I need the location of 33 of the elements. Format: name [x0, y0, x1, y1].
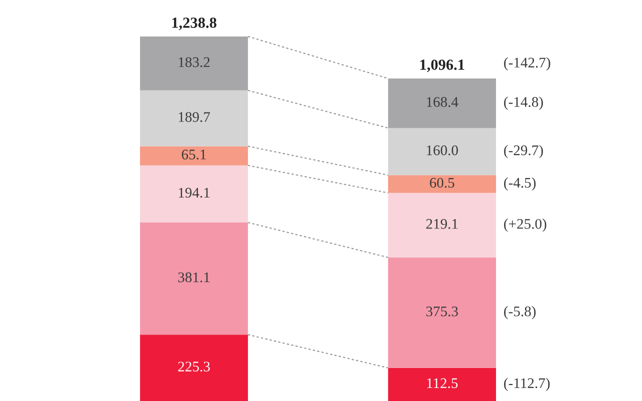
bar — [140, 334, 248, 401]
data-label: 60.5 — [430, 178, 454, 188]
annotation: (-112.7) — [504, 378, 550, 392]
bar — [140, 90, 248, 146]
annotation: (-4.5) — [504, 177, 536, 191]
data-label: 381.1 — [178, 272, 210, 282]
data-label: 160.0 — [426, 145, 458, 156]
data-label: 194.1 — [178, 188, 210, 198]
total-label: 1,238.8 — [172, 18, 216, 30]
annotation: (-14.8) — [504, 96, 543, 110]
data-label: 375.3 — [426, 306, 458, 316]
bar — [388, 78, 496, 128]
data-label: 225.3 — [178, 362, 210, 372]
data-label: 219.1 — [426, 219, 458, 229]
annotation: (+25.0) — [504, 218, 546, 232]
data-label: 112.5 — [427, 378, 458, 388]
data-label: 189.7 — [178, 112, 210, 122]
bar — [140, 222, 248, 335]
data-label: 168.4 — [426, 97, 458, 107]
data-label: 183.2 — [178, 57, 210, 68]
annotation: (-142.7) — [504, 57, 550, 70]
total-label: 1,096.1 — [420, 60, 464, 72]
bar — [388, 368, 496, 401]
bar — [388, 192, 496, 258]
bar — [388, 175, 496, 193]
annotation: (-29.7) — [504, 144, 543, 158]
bar — [388, 257, 496, 368]
data-label: 65.1 — [182, 150, 206, 160]
bar — [140, 165, 248, 223]
bar — [388, 128, 496, 176]
annotation: (-5.8) — [504, 306, 536, 320]
bar — [140, 146, 248, 166]
bar — [140, 36, 248, 90]
